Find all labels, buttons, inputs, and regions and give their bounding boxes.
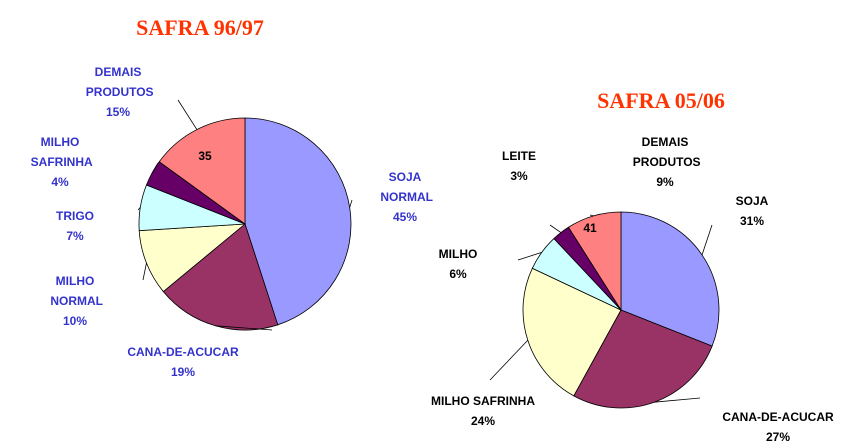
slice-label: SOJA NORMAL (377, 170, 433, 204)
slice-label: CANA-DE-ACUCAR (722, 410, 834, 424)
leader-line (589, 214, 594, 217)
pie-slice (620, 211, 720, 347)
slice-label: DEMAIS PRODUTOS (629, 135, 700, 169)
slice-label: TRIGO (56, 209, 94, 223)
leader-line (489, 340, 529, 381)
slice-label: MILHO SAFRINHA (27, 135, 93, 169)
leader-line (142, 262, 147, 281)
slice-label: CANA-DE-ACUCAR (127, 345, 239, 359)
slice-value-label: 19% (171, 365, 195, 379)
slice-value-label: 45% (393, 210, 417, 224)
slice-value-label: 15% (106, 105, 130, 119)
label-line: MILHO (56, 274, 95, 288)
pie-slice (573, 309, 713, 409)
leader-line (654, 397, 701, 403)
pie-slice (522, 267, 622, 397)
pie-slice (567, 211, 622, 312)
slice-value-label: 9% (656, 175, 674, 189)
leader-line (151, 162, 159, 174)
pie-slice (244, 117, 352, 326)
slice-value-label: 7% (66, 229, 84, 243)
label-line: SOJA (389, 170, 422, 184)
chart-title: SAFRA 05/06 (597, 88, 725, 113)
label-line: NORMAL (377, 190, 433, 204)
slice-value-label: 10% (63, 314, 87, 328)
slice-label: SOJA (736, 194, 769, 208)
slice-value-label: 3% (510, 169, 528, 183)
slice-label: LEITE (502, 149, 536, 163)
label-line: DEMAIS (95, 65, 142, 79)
label-line: DEMAIS (642, 135, 689, 149)
slice-label: DEMAIS PRODUTOS (82, 65, 153, 99)
label-line: MILHO (41, 135, 80, 149)
chart-title: SAFRA 96/97 (136, 15, 264, 40)
label-line: NORMAL (47, 294, 103, 308)
slice-value-label: 24% (471, 414, 495, 428)
annotation: 35 (198, 149, 212, 163)
slice-value-label: 4% (51, 175, 69, 189)
leader-line (549, 224, 562, 233)
slice-value-label: 6% (449, 267, 467, 281)
leader-line (349, 199, 353, 208)
slice-value-label: 27% (766, 430, 790, 444)
leader-line (215, 325, 273, 331)
slice-label: MILHO SAFRINHA (431, 394, 535, 408)
slice-label: MILHO NORMAL (47, 274, 103, 308)
leader-line (137, 207, 141, 211)
label-line: PRODUTOS (629, 155, 700, 169)
label-line: SAFRINHA (27, 155, 93, 169)
slice-value-label: 31% (740, 214, 764, 228)
leader-line (517, 252, 542, 261)
leader-line (177, 99, 198, 130)
annotation: 41 (583, 221, 597, 235)
slice-label: MILHO (439, 247, 478, 261)
leader-line (701, 224, 713, 256)
label-line: PRODUTOS (82, 85, 153, 99)
